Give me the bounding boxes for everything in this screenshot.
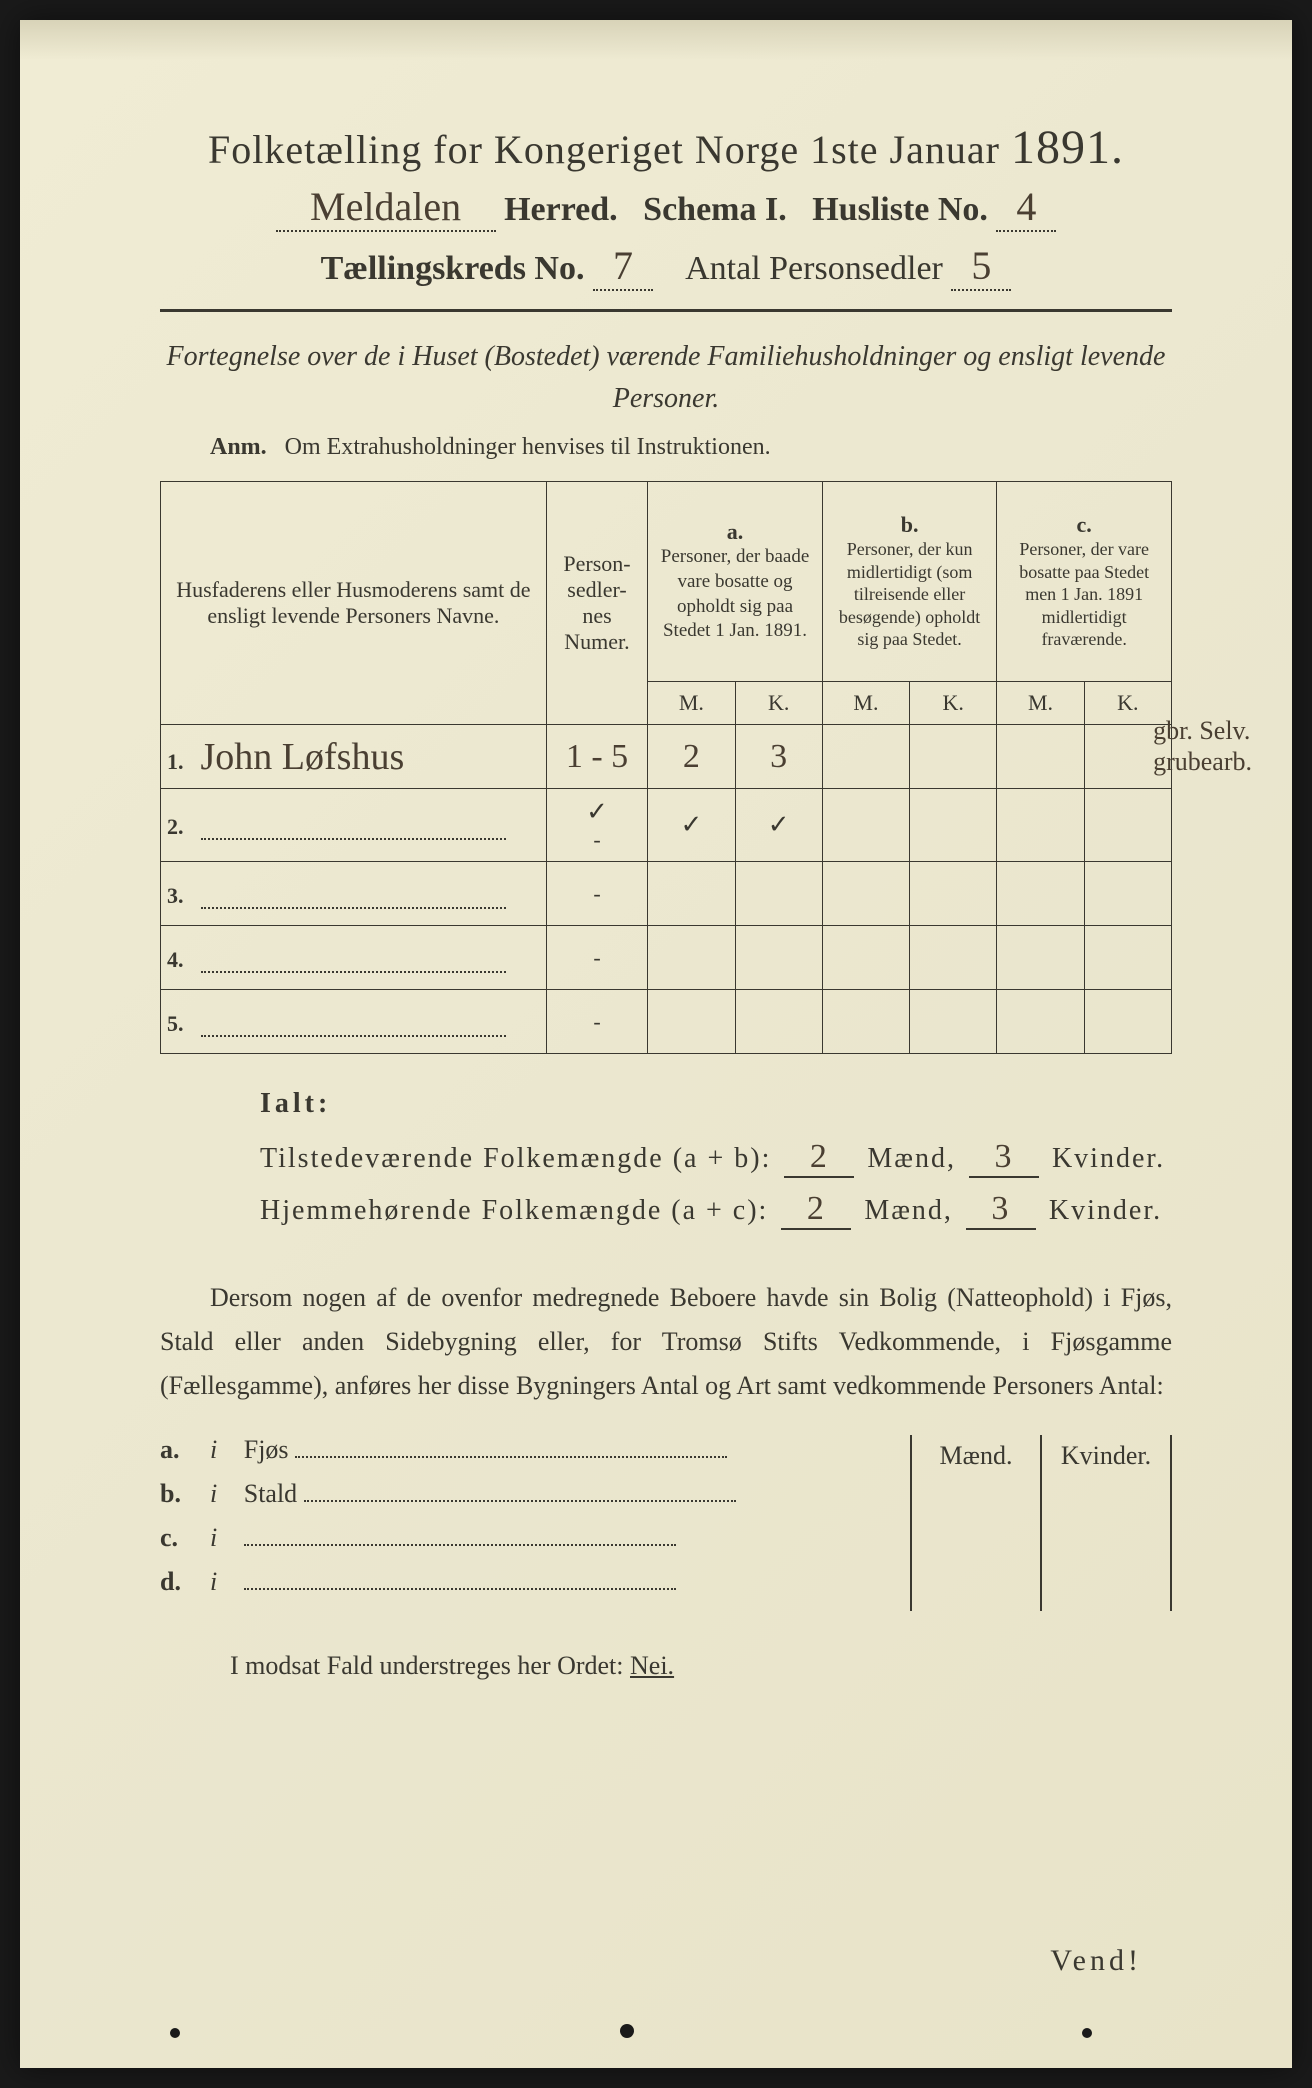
anm-label: Anm.	[210, 434, 267, 460]
building-paragraph: Dersom nogen af de ovenfor medregnede Be…	[160, 1276, 1172, 1409]
punch-hole-icon	[1082, 2028, 1092, 2038]
table-row: 3. -	[161, 862, 1172, 926]
maend-2: Mænd,	[864, 1195, 953, 1226]
th-c: c. Personer, der vare bosatte paa Stedet…	[997, 482, 1172, 682]
household-table: Husfaderens eller Husmoderens samt de en…	[160, 481, 1172, 1054]
punch-hole-icon	[170, 2028, 180, 2038]
herred-name: Meldalen	[276, 183, 496, 232]
margin-note-2: grubearb.	[1153, 746, 1252, 777]
th-b-label: b.	[829, 512, 991, 538]
resident-m: 2	[781, 1190, 851, 1230]
kreds-no: 7	[593, 242, 653, 291]
th-num: Person-sedler-nes Numer.	[546, 482, 648, 725]
present-line: Tilstedeværende Folkemængde (a + b): 2 M…	[260, 1138, 1172, 1178]
nei-line: I modsat Fald understreges her Ordet: Ne…	[230, 1651, 1172, 1681]
building-lines: a.i Fjøs b.i Stald c.i d.i	[160, 1435, 880, 1611]
totals-section: Ialt: Tilstedeværende Folkemængde (a + b…	[260, 1088, 1172, 1230]
ialt-label: Ialt:	[260, 1088, 1172, 1120]
resident-line: Hjemmehørende Folkemængde (a + c): 2 Mæn…	[260, 1190, 1172, 1230]
th-b-m: M.	[822, 682, 909, 725]
table-row: 5. -	[161, 990, 1172, 1054]
table-row: 4. -	[161, 926, 1172, 990]
building-row: b.i Stald	[160, 1479, 880, 1509]
maend-1: Mænd,	[867, 1143, 956, 1174]
herred-line: Meldalen Herred. Schema I. Husliste No. …	[160, 183, 1172, 232]
herred-label: Herred.	[504, 191, 618, 228]
vend-label: Vend!	[1050, 1944, 1142, 1978]
mk-columns: Mænd. Kvinder.	[910, 1435, 1172, 1611]
subtitle: Fortegnelse over de i Huset (Bostedet) v…	[160, 336, 1172, 420]
nei-word: Nei.	[630, 1651, 674, 1680]
building-block: a.i Fjøs b.i Stald c.i d.i Mænd. Kvinder…	[160, 1435, 1172, 1611]
husliste-no: 4	[996, 183, 1056, 232]
personsedler-no: 5	[951, 242, 1011, 291]
mk-maend: Mænd.	[912, 1435, 1042, 1611]
schema-label: Schema I.	[643, 191, 787, 228]
th-b-k: K.	[910, 682, 997, 725]
building-row: c.i	[160, 1523, 880, 1553]
nei-prefix: I modsat Fald understreges her Ordet:	[230, 1651, 624, 1680]
th-c-text: Personer, der vare bosatte paa Stedet me…	[1003, 538, 1165, 651]
census-form-page: Folketælling for Kongeriget Norge 1ste J…	[20, 20, 1292, 2068]
title-prefix: Folketælling for Kongeriget Norge 1ste J…	[208, 127, 1000, 172]
margin-note-1: gbr. Selv.	[1153, 715, 1252, 746]
th-a-k: K.	[735, 682, 822, 725]
th-name-text: Husfaderens eller Husmoderens samt de en…	[176, 577, 530, 628]
margin-note: gbr. Selv. grubearb.	[1153, 715, 1252, 777]
anm-text: Om Extrahusholdninger henvises til Instr…	[285, 434, 771, 460]
present-k: 3	[969, 1138, 1039, 1178]
punch-hole-icon	[620, 2024, 634, 2038]
th-a-text: Personer, der baade vare bosatte og opho…	[654, 545, 816, 644]
th-c-m: M.	[997, 682, 1084, 725]
building-row: d.i	[160, 1567, 880, 1597]
mk-kvinder: Kvinder.	[1042, 1435, 1172, 1611]
th-b-text: Personer, der kun midlertidigt (som tilr…	[829, 538, 991, 651]
table-row: 2. ✓- ✓ ✓	[161, 789, 1172, 862]
divider-1	[160, 309, 1172, 312]
kvinder-1: Kvinder.	[1052, 1143, 1165, 1174]
kreds-label: Tællingskreds No.	[321, 250, 585, 287]
th-name: Husfaderens eller Husmoderens samt de en…	[161, 482, 547, 725]
building-row: a.i Fjøs	[160, 1435, 880, 1465]
th-c-label: c.	[1003, 512, 1165, 538]
th-b: b. Personer, der kun midlertidigt (som t…	[822, 482, 997, 682]
th-a-label: a.	[654, 519, 816, 545]
kreds-line: Tællingskreds No. 7 Antal Personsedler 5	[160, 242, 1172, 291]
present-m: 2	[784, 1138, 854, 1178]
resident-k: 3	[966, 1190, 1036, 1230]
husliste-label: Husliste No.	[812, 191, 988, 228]
resident-label: Hjemmehørende Folkemængde (a + c):	[260, 1195, 768, 1226]
th-a-m: M.	[648, 682, 735, 725]
main-title: Folketælling for Kongeriget Norge 1ste J…	[160, 120, 1172, 175]
th-a: a. Personer, der baade vare bosatte og o…	[648, 482, 823, 682]
title-year: 1891.	[1011, 121, 1124, 174]
anm-line: Anm. Om Extrahusholdninger henvises til …	[210, 434, 1172, 461]
personsedler-label: Antal Personsedler	[685, 250, 943, 287]
kvinder-2: Kvinder.	[1049, 1195, 1162, 1226]
table-row: 1. John Løfshus 1 - 5 2 3	[161, 725, 1172, 789]
present-label: Tilstedeværende Folkemængde (a + b):	[260, 1143, 771, 1174]
